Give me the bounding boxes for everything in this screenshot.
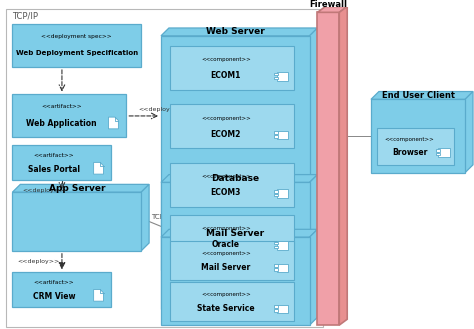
Polygon shape (310, 229, 318, 325)
Text: TCP/IP: TCP/IP (12, 12, 38, 20)
Bar (274, 246, 279, 248)
Bar (274, 135, 279, 138)
Polygon shape (109, 117, 118, 129)
Text: End User Client: End User Client (382, 91, 455, 100)
Bar (274, 194, 279, 196)
Bar (170, 215, 294, 259)
Bar (274, 242, 279, 244)
Polygon shape (161, 229, 318, 237)
Text: <<component>>: <<component>> (201, 174, 251, 179)
Bar (377, 128, 454, 165)
Bar (161, 182, 310, 270)
Bar (12, 24, 141, 67)
Bar (277, 189, 289, 198)
Bar (12, 272, 111, 308)
Polygon shape (161, 28, 318, 36)
Bar (277, 72, 289, 81)
Text: <<artifact>>: <<artifact>> (34, 280, 74, 285)
Polygon shape (318, 7, 347, 13)
Bar (7, 10, 323, 327)
Bar (170, 46, 294, 89)
Bar (318, 13, 339, 325)
Bar (274, 77, 279, 79)
Bar (277, 264, 289, 272)
Polygon shape (12, 184, 149, 192)
Text: ECOM3: ECOM3 (210, 188, 241, 197)
Text: Web Server: Web Server (206, 27, 264, 37)
Bar (274, 268, 279, 271)
Text: <<component>>: <<component>> (201, 251, 251, 256)
Bar (274, 309, 279, 312)
Text: <<component>>: <<component>> (201, 292, 251, 297)
Bar (277, 241, 289, 250)
Bar (436, 149, 440, 152)
Text: Oracle: Oracle (212, 240, 240, 249)
Text: <<deploy>>: <<deploy>> (138, 107, 181, 112)
Bar (170, 163, 294, 207)
Text: Firewall: Firewall (310, 0, 347, 10)
Polygon shape (161, 175, 318, 182)
Bar (170, 104, 294, 148)
Polygon shape (94, 290, 103, 301)
Bar (12, 94, 127, 138)
Bar (274, 264, 279, 267)
Text: Sales Portal: Sales Portal (28, 165, 80, 174)
Bar (438, 148, 450, 157)
Text: Web Deployment Specification: Web Deployment Specification (16, 50, 138, 56)
Text: <<deploy>>: <<deploy>> (18, 259, 60, 264)
Bar (170, 282, 294, 321)
Text: Database: Database (211, 174, 259, 183)
Bar (12, 145, 111, 180)
Polygon shape (310, 28, 318, 310)
Polygon shape (94, 163, 103, 174)
Bar (277, 131, 289, 139)
Bar (274, 190, 279, 192)
Text: Mail Server: Mail Server (206, 229, 264, 238)
Text: <<component>>: <<component>> (201, 57, 251, 62)
Bar (161, 237, 310, 325)
Polygon shape (465, 91, 473, 173)
Bar (274, 131, 279, 134)
Polygon shape (141, 184, 149, 251)
Bar (170, 241, 294, 280)
Text: State Service: State Service (197, 304, 255, 313)
Polygon shape (339, 7, 347, 325)
Bar (371, 99, 465, 173)
Polygon shape (371, 91, 473, 99)
Polygon shape (310, 175, 318, 270)
Text: TCP/IP: TCP/IP (151, 214, 173, 219)
Bar (274, 305, 279, 308)
Text: Mail Server: Mail Server (201, 263, 250, 272)
Text: TCP/IP: TCP/IP (188, 215, 211, 224)
Text: <<component>>: <<component>> (201, 116, 251, 121)
Text: <<component>>: <<component>> (385, 137, 435, 142)
Bar (12, 192, 141, 251)
Bar (274, 73, 279, 75)
Bar (436, 153, 440, 155)
Text: <<deployment spec>>: <<deployment spec>> (42, 34, 112, 38)
Bar (277, 305, 289, 313)
Text: <<deploy>>: <<deploy>> (22, 188, 64, 193)
Text: App Server: App Server (48, 184, 105, 193)
Text: Web Application: Web Application (26, 119, 97, 128)
Text: CRM View: CRM View (33, 292, 75, 301)
Text: Browser: Browser (392, 148, 427, 157)
Bar (161, 36, 310, 310)
Text: <<artifact>>: <<artifact>> (34, 153, 74, 158)
Text: ECOM2: ECOM2 (210, 130, 241, 139)
Text: <<artifact>>: <<artifact>> (41, 104, 82, 109)
Text: ECOM1: ECOM1 (210, 71, 241, 80)
Text: <<component>>: <<component>> (201, 226, 251, 231)
